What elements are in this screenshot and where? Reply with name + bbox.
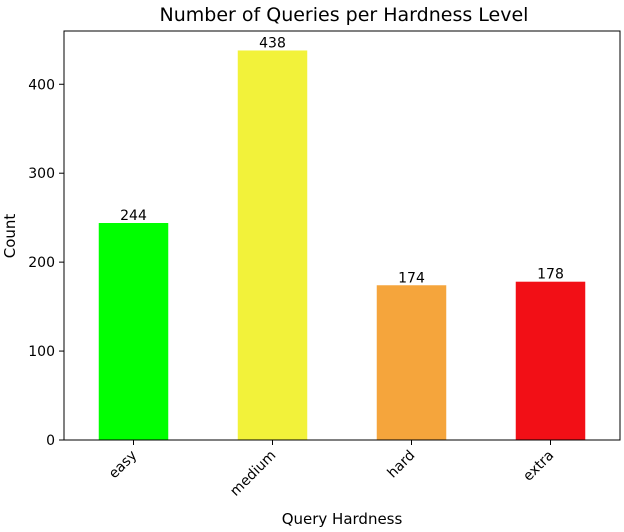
chart-title: Number of Queries per Hardness Level [160,4,529,26]
x-axis-label: Query Hardness [282,510,403,528]
data-label-medium: 438 [259,35,286,51]
plot-frame [63,30,621,441]
bar-medium [237,50,308,440]
x-tick-label-extra: extra [520,448,557,485]
x-tick-label-hard: hard [384,448,418,482]
y-tick-label: 100 [28,344,55,360]
y-tick-label: 200 [28,255,55,271]
bar-easy [98,223,169,440]
x-tick-label-easy: easy [106,448,140,482]
y-tick-label: 300 [28,166,55,182]
data-label-easy: 244 [120,208,147,224]
bar-hard [376,285,447,440]
x-tick-label-medium: medium [227,448,279,500]
y-tick-label: 0 [46,433,55,449]
y-axis-label: Count [1,214,19,259]
bar-extra [515,281,586,440]
data-label-hard: 174 [398,270,425,286]
data-label-extra: 178 [537,267,564,283]
plot-area: 244 438 174 178 0 100 200 300 400 easy medium hard e… [28,30,621,500]
y-tick-label: 400 [28,77,55,93]
